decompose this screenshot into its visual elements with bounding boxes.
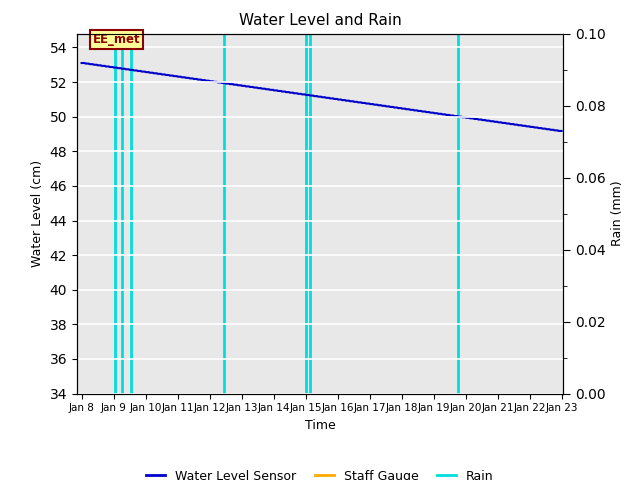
Line: Water Level Sensor: Water Level Sensor <box>82 63 562 131</box>
Water Level Sensor <box>295 91 303 96</box>
Legend: Water Level Sensor, Staff Gauge, Rain: Water Level Sensor, Staff Gauge, Rain <box>141 465 499 480</box>
X-axis label: Time: Time <box>305 419 335 432</box>
Y-axis label: Rain (mm): Rain (mm) <box>611 181 624 246</box>
Water Level Sensor <box>439 111 447 117</box>
Y-axis label: Water Level (cm): Water Level (cm) <box>31 160 44 267</box>
Water Level Sensor <box>78 60 86 66</box>
Water Level Sensor <box>554 128 562 134</box>
Water Level Sensor <box>360 100 368 106</box>
Water Level Sensor <box>558 128 566 134</box>
Water Level Sensor <box>398 106 406 111</box>
Water Level Sensor <box>163 72 170 78</box>
Title: Water Level and Rain: Water Level and Rain <box>239 13 401 28</box>
Text: EE_met: EE_met <box>93 33 140 46</box>
Water Level Sensor <box>201 77 209 83</box>
